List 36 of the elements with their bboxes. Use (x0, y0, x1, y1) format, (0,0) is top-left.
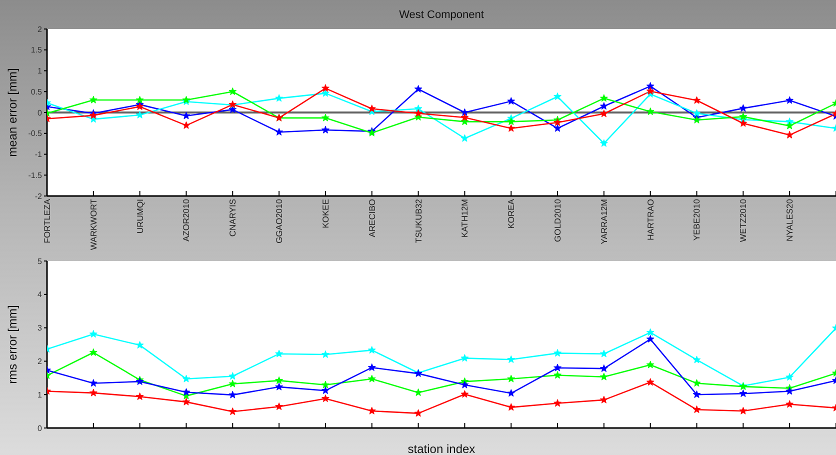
x-tick-label: KOREA (506, 198, 516, 229)
x-tick-label: YARRA12M (598, 199, 609, 244)
x-tick-label: WETZ2010 (738, 198, 748, 242)
y-tick-label: 5 (38, 256, 43, 266)
x-tick-label: GGAO2010 (274, 198, 284, 244)
x-tick-label: URUMQI (134, 199, 145, 234)
y-tick-label: 2 (38, 357, 43, 366)
x-tick-label: CNARYIS (228, 198, 238, 237)
x-axis-title: station index (408, 442, 476, 455)
x-tick-label: WARKWORT (88, 199, 98, 250)
x-tick-label: GOLD2010 (552, 198, 563, 242)
y-tick-label: -1 (34, 150, 43, 160)
y-tick-label: 0.5 (30, 87, 43, 96)
chart-title: West Component (398, 9, 485, 21)
y-axis-title: mean error [mm] (5, 68, 20, 157)
y-tick-label: 3 (38, 324, 43, 333)
y-tick-label: 1 (38, 66, 43, 76)
x-tick-label: TSUKUB32 (413, 198, 424, 243)
x-tick-label: AZOR2010 (181, 198, 192, 242)
y-tick-label: -0.5 (28, 129, 43, 138)
y-tick-label: -2 (34, 192, 43, 201)
x-tick-label: ARECIBO (366, 198, 377, 238)
y-tick-label: 1.5 (30, 46, 43, 55)
x-tick-label: KOKEE (320, 198, 330, 228)
x-tick-label: NYALES20 (784, 198, 795, 242)
x-tick-label: HARTRAO (645, 198, 656, 240)
y-tick-label: -1.5 (28, 170, 43, 180)
y-tick-label: 0 (38, 424, 43, 433)
y-axis-title: rms error [mm] (5, 305, 20, 384)
x-tick-label: FORTLEZA (42, 198, 52, 244)
y-tick-label: 1 (38, 390, 43, 400)
y-tick-label: 2 (38, 24, 43, 34)
x-tick-label: KATH12M (460, 199, 470, 238)
y-tick-label: 0 (38, 108, 43, 118)
y-tick-label: 4 (38, 290, 43, 300)
x-tick-label: YEBE2010 (692, 198, 702, 241)
